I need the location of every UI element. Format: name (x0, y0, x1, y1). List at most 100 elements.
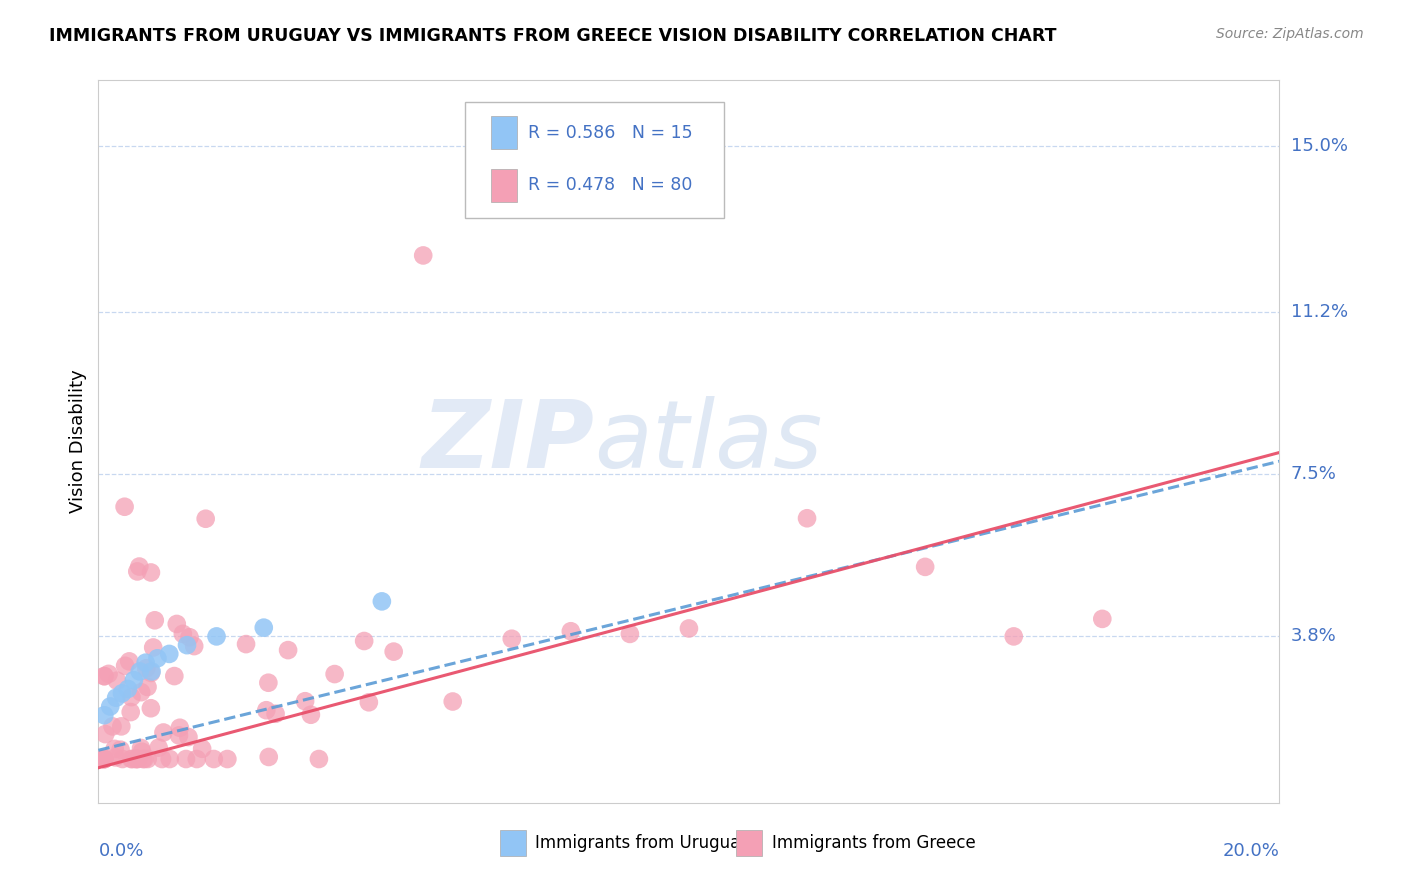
Point (114, 658, 136, 673)
Point (139, 566, 162, 580)
Point (353, 634, 375, 648)
Point (202, 752, 225, 766)
Point (357, 695, 380, 709)
Point (678, 622, 700, 636)
Text: 11.2%: 11.2% (1291, 303, 1348, 321)
Point (177, 730, 200, 744)
Point (94, 727, 117, 741)
Point (104, 742, 127, 756)
Bar (491, 169, 516, 202)
Point (174, 752, 197, 766)
Point (194, 512, 217, 526)
Point (120, 705, 142, 719)
Text: Immigrants from Uruguay: Immigrants from Uruguay (536, 834, 751, 852)
Point (110, 719, 132, 733)
Point (277, 643, 299, 657)
Point (131, 745, 153, 759)
Point (136, 680, 159, 694)
Point (254, 703, 277, 717)
Text: 15.0%: 15.0% (1291, 137, 1347, 155)
Point (104, 750, 127, 764)
Point (139, 701, 162, 715)
Bar (737, 830, 762, 855)
Point (179, 630, 201, 644)
Text: Source: ZipAtlas.com: Source: ZipAtlas.com (1216, 27, 1364, 41)
Point (117, 681, 139, 696)
Text: IMMIGRANTS FROM URUGUAY VS IMMIGRANTS FROM GREECE VISION DISABILITY CORRELATION : IMMIGRANTS FROM URUGUAY VS IMMIGRANTS FR… (49, 27, 1057, 45)
Point (176, 638, 198, 652)
Point (101, 719, 124, 733)
Point (128, 665, 150, 679)
Point (167, 728, 190, 742)
Point (93, 752, 115, 766)
Text: R = 0.478   N = 80: R = 0.478 N = 80 (529, 177, 693, 194)
Text: atlas: atlas (595, 396, 823, 487)
FancyBboxPatch shape (464, 102, 724, 218)
Point (163, 669, 186, 683)
Bar (491, 116, 516, 149)
Point (129, 685, 152, 699)
Point (132, 752, 155, 766)
Point (152, 725, 174, 739)
Point (125, 752, 148, 766)
Point (205, 629, 228, 643)
Text: R = 0.586   N = 15: R = 0.586 N = 15 (529, 124, 693, 142)
Point (501, 632, 523, 646)
Point (120, 690, 142, 705)
Point (186, 752, 208, 766)
Point (121, 752, 143, 766)
Point (294, 694, 316, 708)
Y-axis label: Vision Disability: Vision Disability (69, 369, 87, 514)
Point (142, 640, 165, 655)
Point (159, 752, 181, 766)
Point (111, 686, 134, 700)
Point (166, 616, 188, 631)
Text: Immigrants from Greece: Immigrants from Greece (772, 834, 976, 852)
Point (191, 741, 214, 756)
Point (253, 621, 276, 635)
Point (1091, 612, 1114, 626)
Point (136, 752, 159, 766)
Point (128, 559, 150, 574)
Point (371, 594, 394, 608)
Text: 3.8%: 3.8% (1291, 627, 1336, 646)
Point (382, 645, 405, 659)
Point (135, 656, 157, 670)
Point (796, 511, 818, 525)
Point (172, 627, 194, 641)
Point (93, 752, 115, 766)
Point (914, 560, 936, 574)
Point (105, 690, 128, 705)
Point (110, 742, 132, 756)
Point (127, 752, 149, 766)
Point (323, 667, 346, 681)
Point (441, 694, 464, 708)
Point (264, 706, 287, 721)
Point (619, 627, 641, 641)
Point (146, 651, 169, 665)
Point (169, 721, 191, 735)
Point (129, 741, 152, 756)
Point (93, 669, 115, 683)
Point (148, 740, 170, 755)
Bar (501, 830, 526, 855)
Point (134, 752, 156, 766)
Point (257, 675, 280, 690)
Point (114, 500, 136, 514)
Point (135, 661, 157, 675)
Point (93, 708, 115, 723)
Point (111, 752, 134, 766)
Point (217, 752, 239, 766)
Point (139, 665, 162, 680)
Point (125, 752, 148, 766)
Point (141, 665, 163, 679)
Point (157, 647, 180, 661)
Point (93, 752, 115, 766)
Point (299, 707, 322, 722)
Point (183, 639, 205, 653)
Point (127, 565, 149, 579)
Point (93, 752, 115, 766)
Point (150, 752, 173, 766)
Point (105, 673, 128, 688)
Point (308, 752, 330, 766)
